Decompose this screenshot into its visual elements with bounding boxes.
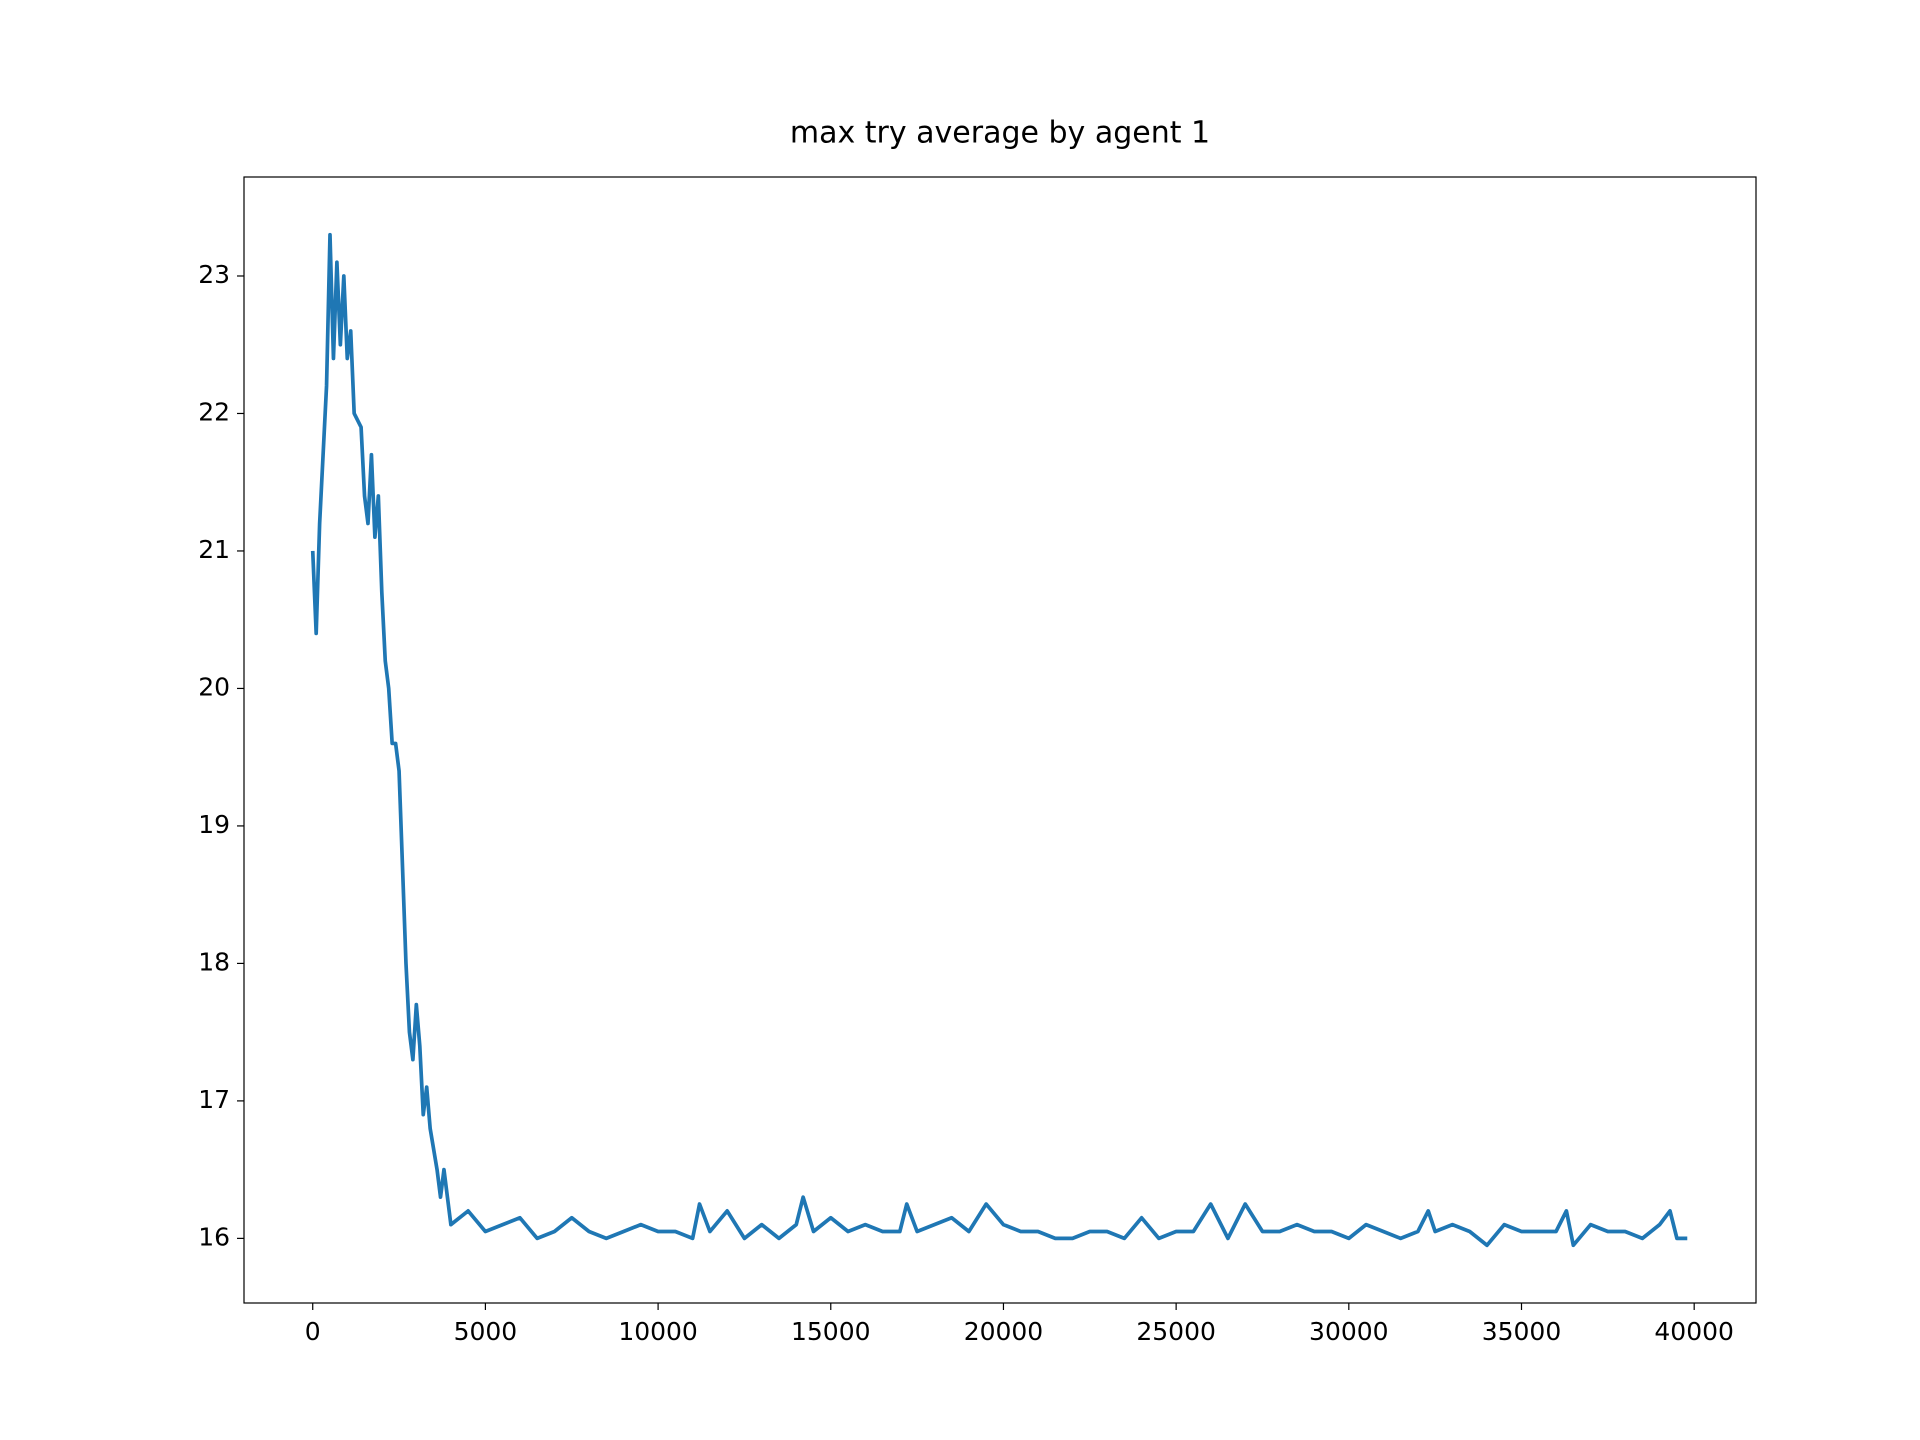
x-tick-label: 15000	[791, 1317, 871, 1346]
y-tick-label: 22	[198, 397, 230, 426]
x-tick-label: 20000	[964, 1317, 1044, 1346]
y-tick-label: 16	[198, 1222, 230, 1251]
x-tick-label: 5000	[454, 1317, 518, 1346]
x-tick-label: 35000	[1482, 1317, 1562, 1346]
y-tick-label: 17	[198, 1085, 230, 1114]
y-tick-label: 18	[198, 947, 230, 976]
x-tick-label: 10000	[618, 1317, 698, 1346]
x-tick-label: 40000	[1654, 1317, 1734, 1346]
x-tick-label: 0	[305, 1317, 321, 1346]
x-tick-label: 30000	[1309, 1317, 1389, 1346]
y-tick-label: 23	[198, 260, 230, 289]
x-tick-label: 25000	[1136, 1317, 1216, 1346]
chart-title: max try average by agent 1	[790, 116, 1210, 151]
y-tick-label: 19	[198, 810, 230, 839]
plot-frame	[243, 176, 1757, 1304]
y-tick-label: 21	[198, 535, 230, 564]
y-tick-label: 20	[198, 672, 230, 701]
data-line	[310, 232, 1688, 1248]
